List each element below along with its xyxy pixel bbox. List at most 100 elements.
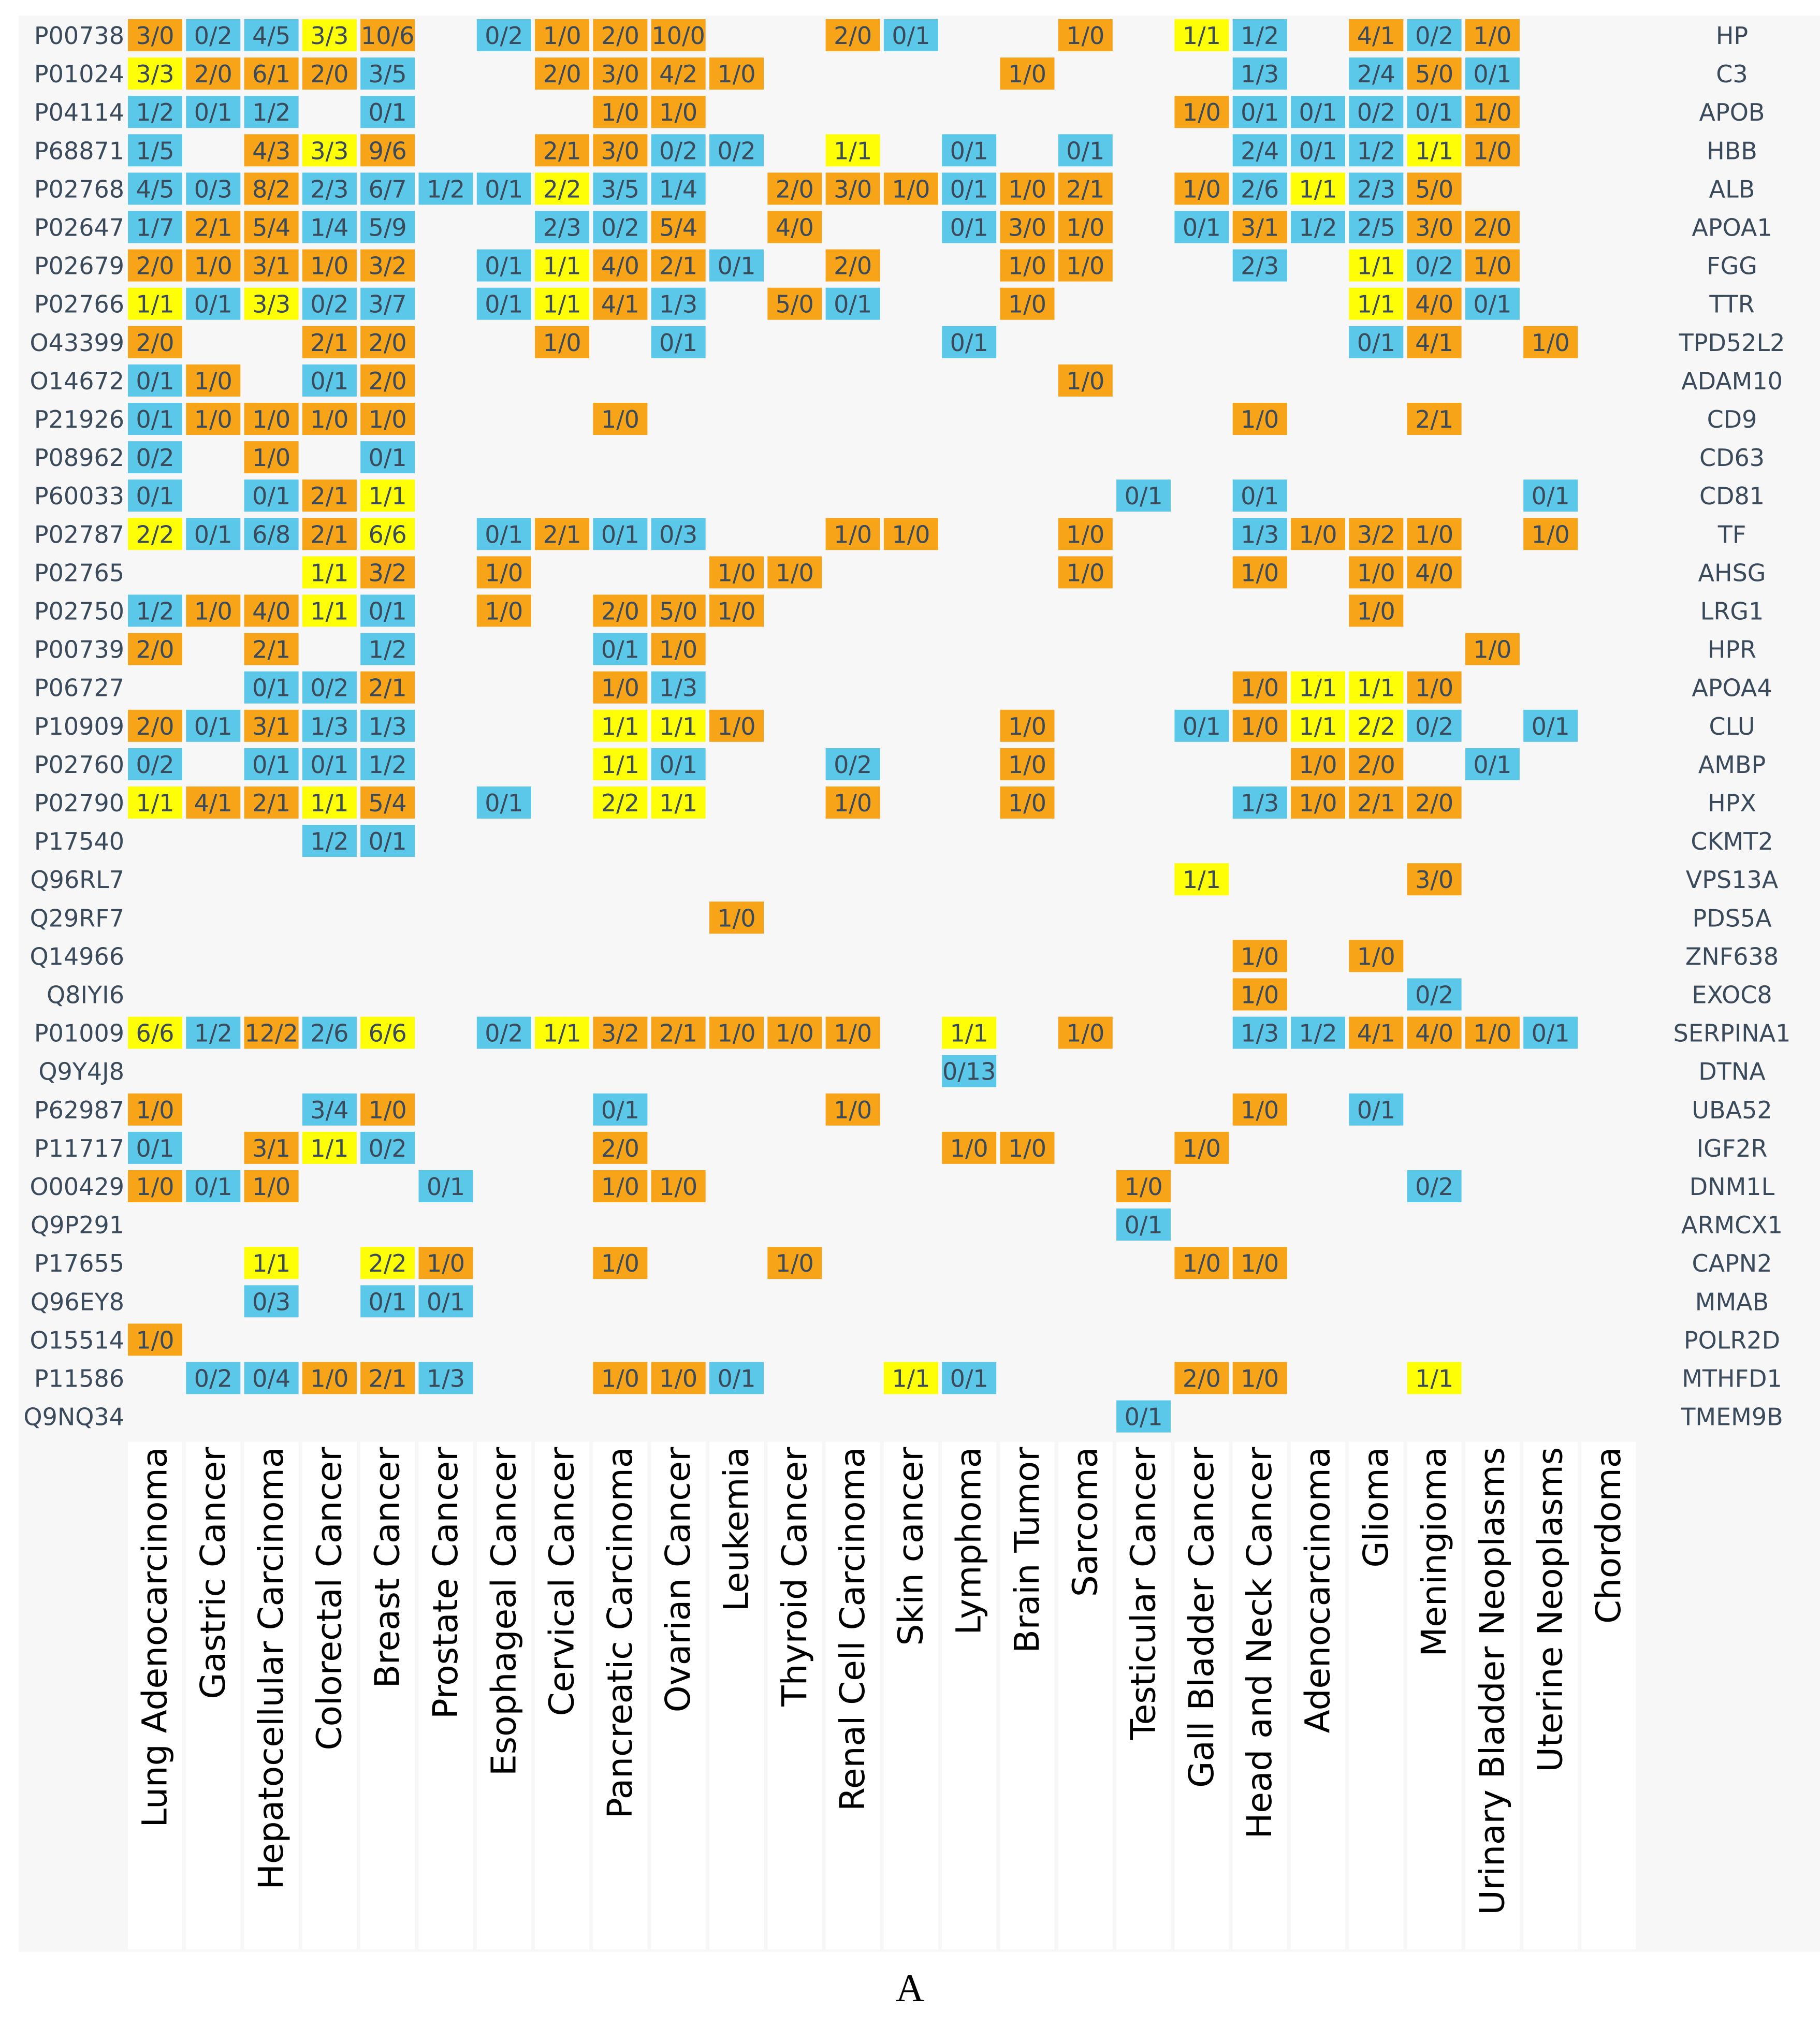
heatmap-cell <box>883 1362 938 1394</box>
cell-value-label: 1/3 <box>369 712 407 740</box>
heatmap-cell <box>1407 249 1462 282</box>
cell-value-label: 3/1 <box>252 252 290 280</box>
heatmap-cell <box>942 134 997 167</box>
cell-value-label: 0/3 <box>252 1288 290 1316</box>
cell-value-label: 1/1 <box>1299 712 1337 740</box>
cell-value-label: 0/1 <box>1183 214 1221 242</box>
heatmap-cell <box>186 172 241 205</box>
heatmap-cell <box>476 249 531 282</box>
heatmap-cell <box>1465 19 1520 51</box>
heatmap-cell <box>825 249 880 282</box>
cell-value-label: 1/2 <box>1299 214 1337 242</box>
heatmap-cell <box>535 518 590 550</box>
heatmap-cell <box>651 172 706 205</box>
row-uniprot-id: P02765 <box>34 559 124 587</box>
row-gene-name: IGF2R <box>1697 1134 1768 1162</box>
heatmap-cell <box>244 57 299 90</box>
heatmap-cell <box>476 786 531 819</box>
heatmap-row: P21926 CD9 0/1 1/0 1/0 1/0 1/0 1/0 1/0 2/1 <box>34 403 1757 435</box>
cell-value-label: 0/1 <box>950 175 988 203</box>
cell-value-label: 2/1 <box>659 1019 697 1047</box>
heatmap-row: O15514 POLR2D 1/0 <box>30 1323 1780 1356</box>
heatmap-row: P04114 APOB 1/2 0/1 1/2 0/1 1/0 1/0 1/0 0/1 0/1 0/2… <box>34 96 1765 128</box>
cell-value-label: 0/1 <box>427 1288 465 1316</box>
heatmap-cell <box>593 594 648 627</box>
cell-value-label: 5/4 <box>252 214 290 242</box>
cell-value-label: 1/3 <box>659 674 697 702</box>
heatmap-cell <box>302 825 357 857</box>
cell-value-label: 1/0 <box>1357 598 1395 625</box>
column-label: Hepatocellular Carcinoma <box>251 1447 291 1890</box>
heatmap-cell <box>825 134 880 167</box>
heatmap-cell <box>1349 249 1404 282</box>
cell-value-label: 1/0 <box>1241 942 1279 970</box>
row-uniprot-id: Q9Y4J8 <box>38 1058 124 1086</box>
cell-value-label: 1/3 <box>1241 520 1279 548</box>
cell-value-label: 1/1 <box>1183 22 1221 50</box>
cell-value-label: 1/0 <box>1532 329 1570 357</box>
cell-value-label: 1/0 <box>1473 636 1511 664</box>
heatmap-cell <box>1000 172 1055 205</box>
heatmap-row: P68871 HBB 1/5 4/3 3/3 9/6 2/1 3/0 0/2 0/2 1/1 0/1 0… <box>34 134 1757 167</box>
column-stripe <box>1523 1441 1578 1949</box>
heatmap-cell <box>302 1131 357 1164</box>
heatmap-cell <box>651 594 706 627</box>
cell-value-label: 2/1 <box>1357 789 1395 817</box>
cell-value-label: 2/0 <box>310 60 348 88</box>
row-gene-name: TMEM9B <box>1680 1403 1783 1431</box>
heatmap-row: Q8IYI6 EXOC8 1/0 0/2 <box>47 978 1772 1011</box>
heatmap-cell <box>244 748 299 780</box>
heatmap-cell <box>593 96 648 128</box>
heatmap-cell <box>302 287 357 320</box>
cell-value-label: 3/3 <box>310 22 348 50</box>
heatmap-cell <box>186 249 241 282</box>
heatmap-cell <box>535 211 590 243</box>
cell-value-label: 1/2 <box>369 751 407 779</box>
cell-value-label: 1/0 <box>1299 751 1337 779</box>
row-gene-name: HPR <box>1708 636 1756 664</box>
heatmap-cell <box>360 1362 415 1394</box>
row-gene-name: ARMCX1 <box>1681 1211 1783 1239</box>
row-gene-name: VPS13A <box>1686 866 1779 894</box>
heatmap-cell <box>767 211 822 243</box>
cell-value-label: 3/1 <box>252 712 290 740</box>
heatmap-row: Q9P291 ARMCX1 0/1 <box>31 1208 1783 1241</box>
heatmap-cell <box>1232 1247 1287 1279</box>
cell-value-label: 1/3 <box>427 1365 465 1393</box>
heatmap-cell <box>825 1016 880 1049</box>
cell-value-label: 0/1 <box>1473 290 1511 318</box>
heatmap-cell <box>1116 1400 1171 1433</box>
column-label: Sarcoma <box>1065 1447 1105 1597</box>
row-gene-name: CD63 <box>1699 444 1765 472</box>
row-uniprot-id: P02766 <box>34 290 124 318</box>
heatmap-cell <box>302 326 357 358</box>
cell-value-label: 1/0 <box>1415 520 1453 548</box>
heatmap-cell <box>360 249 415 282</box>
cell-value-label: 4/0 <box>1415 559 1453 587</box>
cell-value-label: 6/8 <box>252 520 290 548</box>
row-uniprot-id: P02787 <box>34 520 124 548</box>
heatmap-cell <box>767 1016 822 1049</box>
cell-value-label: 2/1 <box>194 214 232 242</box>
cell-value-label: 12/2 <box>244 1019 298 1047</box>
heatmap-cell <box>709 901 764 934</box>
heatmap-row: P02768 ALB 4/5 0/3 8/2 2/3 6/7 1/2 0/1 2/2 3/5 1/4 2… <box>34 172 1755 205</box>
cell-value-label: 0/1 <box>1357 1096 1395 1124</box>
cell-value-label: 1/2 <box>1299 1019 1337 1047</box>
heatmap-cell <box>535 287 590 320</box>
cell-value-label: 1/0 <box>1473 252 1511 280</box>
heatmap-cell <box>709 134 764 167</box>
heatmap-cell <box>360 326 415 358</box>
heatmap-cell <box>1349 940 1404 972</box>
cell-value-label: 0/1 <box>136 367 174 395</box>
cell-value-label: 2/1 <box>252 636 290 664</box>
heatmap-cell <box>128 1093 182 1126</box>
heatmap-cell <box>360 403 415 435</box>
cell-value-label: 1/0 <box>1008 751 1046 779</box>
cell-value-label: 1/0 <box>1183 175 1221 203</box>
cell-value-label: 0/1 <box>194 520 232 548</box>
row-gene-name: ADAM10 <box>1681 367 1783 395</box>
heatmap-cell <box>1174 1131 1229 1164</box>
cell-value-label: 0/1 <box>717 252 755 280</box>
heatmap-cell <box>942 1055 997 1087</box>
